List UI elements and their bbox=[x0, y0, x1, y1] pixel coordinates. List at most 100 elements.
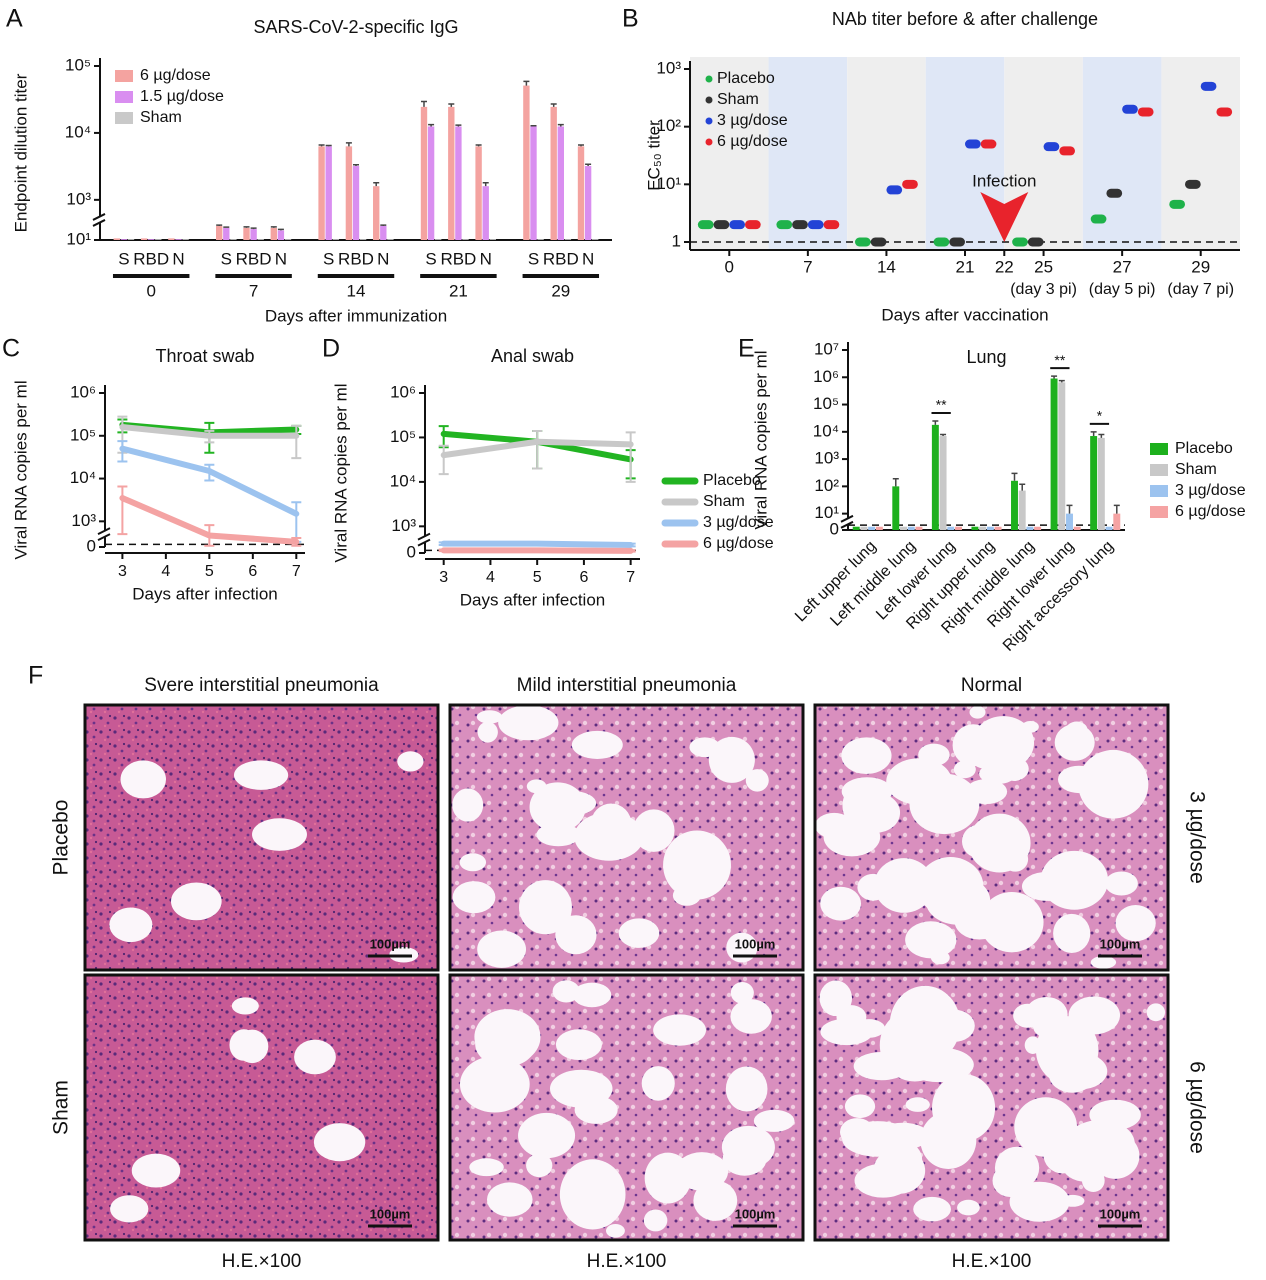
bar bbox=[852, 526, 860, 530]
group-underline bbox=[420, 274, 497, 278]
micrograph-lumen bbox=[1090, 955, 1117, 969]
background-band bbox=[690, 57, 769, 250]
error-bar bbox=[1011, 472, 1018, 481]
micrograph-lumen bbox=[452, 881, 496, 914]
chart-title: Throat swab bbox=[155, 346, 254, 366]
background-band bbox=[1161, 57, 1240, 250]
y-axis-label: Viral RNA copies per ml bbox=[331, 383, 350, 562]
error-bar bbox=[482, 182, 489, 187]
group-underline bbox=[522, 274, 600, 278]
bar bbox=[168, 238, 175, 240]
micrograph: 100µm bbox=[83, 973, 440, 1242]
micrograph-lumen bbox=[1089, 1099, 1141, 1130]
significance-label: ** bbox=[1054, 352, 1065, 368]
infection-arrow bbox=[980, 192, 1029, 242]
axis-break-mark bbox=[840, 520, 854, 529]
micrograph-lumen bbox=[745, 769, 769, 792]
group-label: 14 bbox=[347, 281, 366, 300]
legend-label: 6 µg/dose bbox=[1175, 503, 1246, 520]
micrograph-lumen bbox=[235, 1029, 269, 1064]
error-bar bbox=[117, 440, 128, 463]
axis-break-gap bbox=[97, 531, 113, 538]
row-label: Sham bbox=[50, 1080, 73, 1135]
error-bar bbox=[291, 501, 302, 543]
micrograph-lumen bbox=[863, 788, 885, 801]
micrograph-frame bbox=[813, 703, 1170, 972]
micrograph-lumen bbox=[687, 882, 705, 894]
scale-bar-label: 100µm bbox=[370, 1206, 411, 1221]
bar bbox=[434, 239, 442, 240]
error-bar bbox=[204, 524, 215, 547]
legend-label: Placebo bbox=[703, 472, 761, 489]
bar bbox=[986, 526, 994, 530]
micrograph-lumen bbox=[632, 809, 675, 852]
dot-cluster bbox=[980, 139, 997, 149]
bar bbox=[557, 126, 564, 240]
bar bbox=[345, 146, 353, 240]
micrograph-lumen bbox=[555, 1029, 602, 1061]
bar bbox=[1105, 526, 1113, 530]
micrograph-tissue bbox=[85, 975, 438, 1240]
group-underline bbox=[317, 274, 395, 278]
error-bar bbox=[475, 144, 482, 147]
x-tick-label: RBD bbox=[338, 249, 374, 268]
legend-swatch bbox=[1150, 464, 1168, 476]
background-band bbox=[768, 57, 848, 250]
dot-cluster bbox=[713, 220, 730, 230]
y-tick-label: 10¹ bbox=[814, 503, 839, 522]
dot-cluster bbox=[1200, 81, 1217, 91]
error-bar bbox=[557, 123, 564, 127]
x-tick-label: N bbox=[480, 249, 492, 268]
x-tick-label: 21 bbox=[956, 257, 975, 276]
bar bbox=[113, 238, 120, 240]
dot-cluster bbox=[745, 220, 761, 230]
dot-cluster bbox=[1106, 188, 1123, 198]
column-header: Svere interstitial pneumonia bbox=[144, 675, 379, 696]
dot-cluster bbox=[1137, 107, 1154, 117]
y-tick-label: 10³ bbox=[656, 58, 681, 77]
x-tick-label: 4 bbox=[161, 563, 170, 580]
micrograph-lumen bbox=[920, 1111, 977, 1169]
dot-cluster bbox=[1012, 237, 1028, 247]
bar bbox=[900, 526, 907, 530]
bar bbox=[387, 239, 394, 240]
micrograph-lumen bbox=[555, 915, 597, 955]
dot-cluster bbox=[965, 139, 981, 149]
error-bar bbox=[1051, 375, 1058, 379]
axis-break-mark bbox=[97, 527, 111, 536]
background-band bbox=[925, 57, 1005, 250]
dot-cluster bbox=[933, 237, 950, 247]
micrograph-lumen bbox=[1021, 871, 1072, 901]
panel-letter: D bbox=[322, 335, 340, 363]
micrograph-lumen bbox=[1105, 871, 1138, 896]
y-tick-label: 10⁴ bbox=[70, 468, 96, 487]
x-tick-label: 22 bbox=[995, 257, 1014, 276]
micrograph-lumen bbox=[452, 788, 484, 822]
axis-break-mark bbox=[97, 533, 111, 542]
micrograph-lumen bbox=[753, 1109, 795, 1132]
error-bar bbox=[243, 226, 250, 228]
micrograph-lumen bbox=[841, 737, 892, 774]
legend-label: 6 µg/dose bbox=[717, 133, 788, 150]
legend-label: Placebo bbox=[717, 70, 775, 87]
x-tick-label: S bbox=[425, 249, 436, 268]
x-tick-label: 27 bbox=[1113, 257, 1132, 276]
x-tick-label: 7 bbox=[626, 569, 635, 586]
bar bbox=[1097, 437, 1105, 530]
axis-break-gap bbox=[417, 536, 433, 543]
bar bbox=[120, 239, 128, 240]
error-bar bbox=[291, 537, 302, 547]
error-bar bbox=[892, 478, 899, 487]
bar bbox=[223, 227, 230, 240]
bar bbox=[994, 526, 1002, 530]
bar bbox=[915, 526, 923, 530]
micrograph-lumen bbox=[844, 809, 880, 841]
error-bar bbox=[1066, 504, 1073, 514]
micrograph-lumen bbox=[876, 1122, 930, 1150]
micrograph-lumen bbox=[1021, 720, 1039, 733]
error-bar bbox=[428, 123, 435, 127]
x-tick-label: 3 bbox=[439, 569, 448, 586]
group-label: 21 bbox=[449, 281, 468, 300]
error-bar bbox=[1113, 504, 1120, 514]
x-axis-label: Days after infection bbox=[460, 590, 606, 609]
